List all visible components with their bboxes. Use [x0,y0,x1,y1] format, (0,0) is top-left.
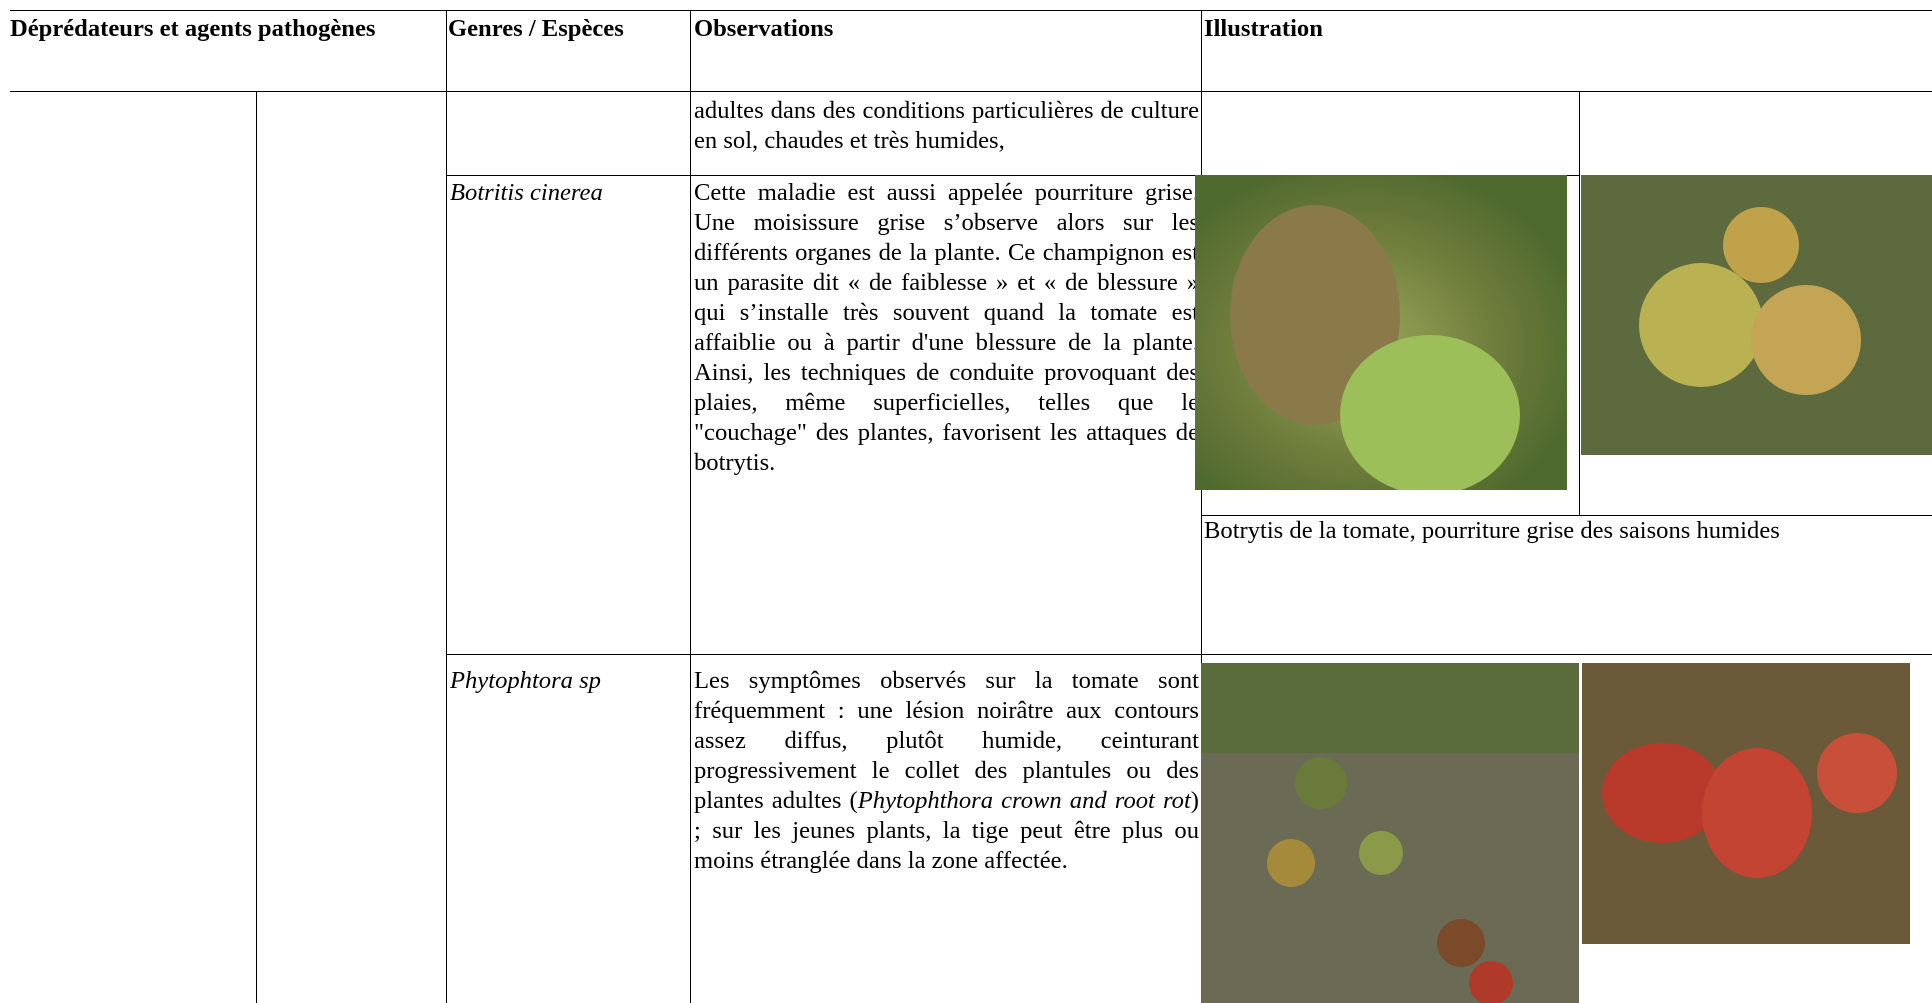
header: Observations [694,15,834,42]
photo [1581,175,1932,455]
rule [256,91,257,1003]
rule [1201,515,1932,516]
observation: Cette maladie est aussi appelée pourritu… [694,179,1199,476]
species: Botritis cinerea [450,179,603,206]
photo [1582,663,1910,944]
rule [446,654,1932,655]
header: Illustration [1204,15,1323,42]
header: Déprédateurs et agents pathogènes [10,15,376,42]
text: ) ; sur les jeunes plants, la tige peut … [694,787,1199,874]
photo [1195,175,1567,490]
rule [10,91,1932,92]
observation: adultes dans des conditions particulière… [694,97,1199,154]
rule [10,10,1932,11]
rule [1201,10,1202,1003]
text: Phytophthora crown and root rot [857,787,1191,814]
species: Phytophtora sp [450,667,601,694]
caption: Botrytis de la tomate, pourriture grise … [1204,517,1780,544]
rule [446,10,447,1003]
rule [1579,91,1580,515]
rule [690,10,691,1003]
observation: Les symptômes observés sur la tomate son… [694,666,1199,876]
text: Les symptômes observés sur la tomate son… [694,667,1199,814]
photo [1201,663,1579,1003]
header: Genres / Espèces [448,15,624,42]
rule [446,175,1579,176]
